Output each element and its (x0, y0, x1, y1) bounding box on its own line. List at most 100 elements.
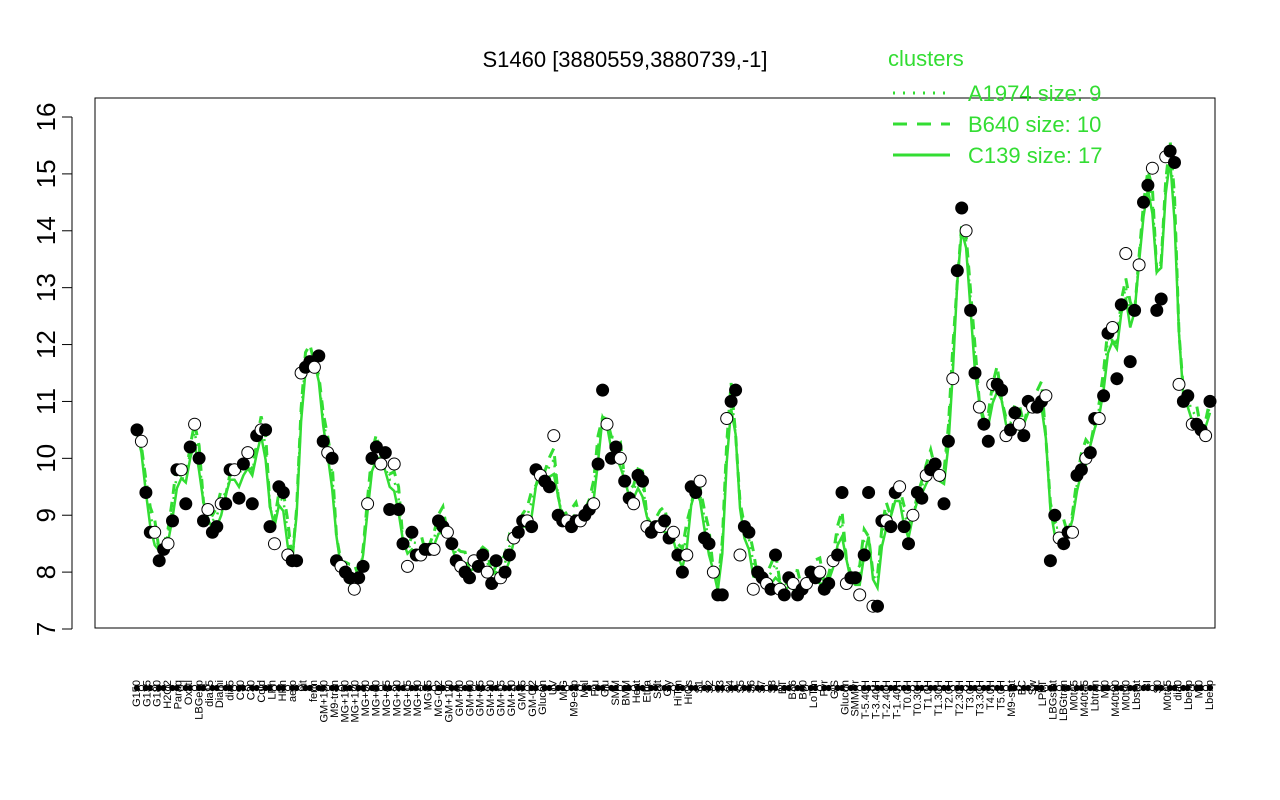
y-tick-label: 14 (31, 216, 61, 245)
x-tick-label: M40t90 (1110, 680, 1122, 717)
data-point (174, 463, 188, 477)
data-point (1181, 389, 1195, 403)
x-tick-label: LBGstat (1048, 680, 1060, 720)
x-tick-label: Heat (631, 680, 643, 703)
data-point (183, 440, 197, 454)
x-tick-label: T0.0H (902, 680, 914, 710)
data-point (134, 434, 148, 448)
x-tick-label: T2.30H (954, 680, 966, 716)
x-tick-label: GM+30 (485, 680, 497, 716)
x-tick-label: S0 (1152, 680, 1164, 693)
data-point (1083, 446, 1097, 460)
data-point (445, 537, 459, 551)
x-tick-label: S5 (735, 680, 747, 693)
y-tick-label: 13 (31, 273, 61, 302)
data-point (693, 474, 707, 488)
data-point (1057, 537, 1071, 551)
data-point (263, 520, 277, 534)
data-point (906, 508, 920, 522)
data-point (733, 548, 747, 562)
data-point (480, 565, 494, 579)
y-tick-label: 8 (31, 565, 61, 579)
x-tick-label: Fru (589, 680, 601, 697)
data-point (316, 434, 330, 448)
y-tick-label: 12 (31, 330, 61, 359)
x-tick-label: MG+15 (402, 680, 414, 716)
data-point (1043, 554, 1057, 568)
x-tick-label: S8 (766, 680, 778, 693)
data-point (1132, 258, 1146, 272)
x-tick-label: M/G (558, 680, 570, 701)
data-point (1110, 372, 1124, 386)
data-point (356, 559, 370, 573)
x-tick-label: BMM (621, 680, 633, 706)
x-tick-label: M9-stat (1006, 680, 1018, 717)
data-point (241, 446, 255, 460)
data-point (1119, 247, 1133, 260)
x-tick-label: S2 (704, 680, 716, 693)
data-point (724, 394, 738, 408)
x-tick-label: T1.30H (933, 680, 945, 716)
x-tick-label: LPh (266, 680, 278, 700)
x-tick-label: Lbstat (1131, 680, 1143, 710)
x-tick-label: Paraq (173, 680, 185, 709)
data-point (1154, 292, 1168, 306)
x-tick-label: Etha (641, 679, 653, 703)
x-tick-label: Glucon (537, 680, 549, 715)
x-tick-label: Glucon (839, 680, 851, 715)
data-point (166, 514, 179, 528)
legend-title: clusters (888, 46, 964, 71)
x-tick-label: nit (298, 680, 310, 692)
x-tick-label: LBGtran (1058, 680, 1070, 721)
data-point (1066, 525, 1079, 539)
data-point (769, 548, 782, 562)
data-point (729, 383, 743, 397)
data-point (161, 537, 175, 551)
data-point (933, 468, 946, 482)
x-tick-label: MG+90 (360, 680, 372, 716)
x-tick-label: MG+120 (350, 680, 362, 723)
data-point (977, 417, 991, 431)
data-point (862, 486, 876, 499)
x-tick-label: B60 (798, 680, 810, 700)
data-point (245, 497, 259, 511)
x-tick-label: T-5.40H (860, 680, 872, 719)
data-point (853, 588, 867, 602)
x-tick-label: T2.0H (943, 680, 955, 710)
x-tick-label: SMM (610, 680, 622, 706)
data-point (1048, 508, 1062, 522)
data-point (139, 486, 153, 499)
x-tick-label: ferm (308, 680, 320, 702)
data-point (1106, 321, 1119, 334)
x-tick-label: Diami (214, 680, 226, 708)
y-tick-label: 11 (31, 388, 61, 415)
x-tick-label: BC (1016, 680, 1028, 695)
data-point (152, 554, 166, 568)
x-tick-label: Mt0 (1100, 680, 1112, 698)
data-point (232, 491, 246, 505)
data-point (427, 542, 441, 556)
data-point (897, 520, 911, 534)
y-axis: 7 8 9 10 11 12 13 14 15 16 (31, 103, 73, 636)
data-point (352, 571, 366, 585)
x-tick-label: dia5 (225, 680, 237, 701)
data-point (742, 525, 756, 539)
x-tick-label: SMMPr (850, 680, 862, 717)
data-point (1203, 394, 1217, 408)
x-tick-label: aero (287, 680, 299, 702)
x-tick-label: S3 (714, 680, 726, 693)
x-tick-label: M0t45 (1162, 680, 1174, 711)
x-tick-label: Cold (256, 680, 268, 703)
data-point (835, 486, 849, 499)
data-point (680, 548, 694, 562)
data-point (1074, 463, 1088, 477)
y-tick-label: 7 (31, 622, 61, 636)
x-tick-label: dia0 (1173, 680, 1185, 701)
data-point (609, 440, 623, 454)
legend-label: C139 size: 17 (968, 143, 1103, 168)
x-tick-label: HiTm (673, 680, 685, 706)
legend-label: B640 size: 10 (968, 112, 1101, 137)
data-point (959, 224, 973, 238)
x-tick-label: M0t45 (1068, 680, 1080, 711)
